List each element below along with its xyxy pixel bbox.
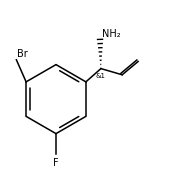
- Text: &1: &1: [95, 73, 105, 79]
- Text: F: F: [53, 158, 59, 167]
- Text: NH₂: NH₂: [102, 29, 120, 39]
- Text: Br: Br: [17, 49, 28, 59]
